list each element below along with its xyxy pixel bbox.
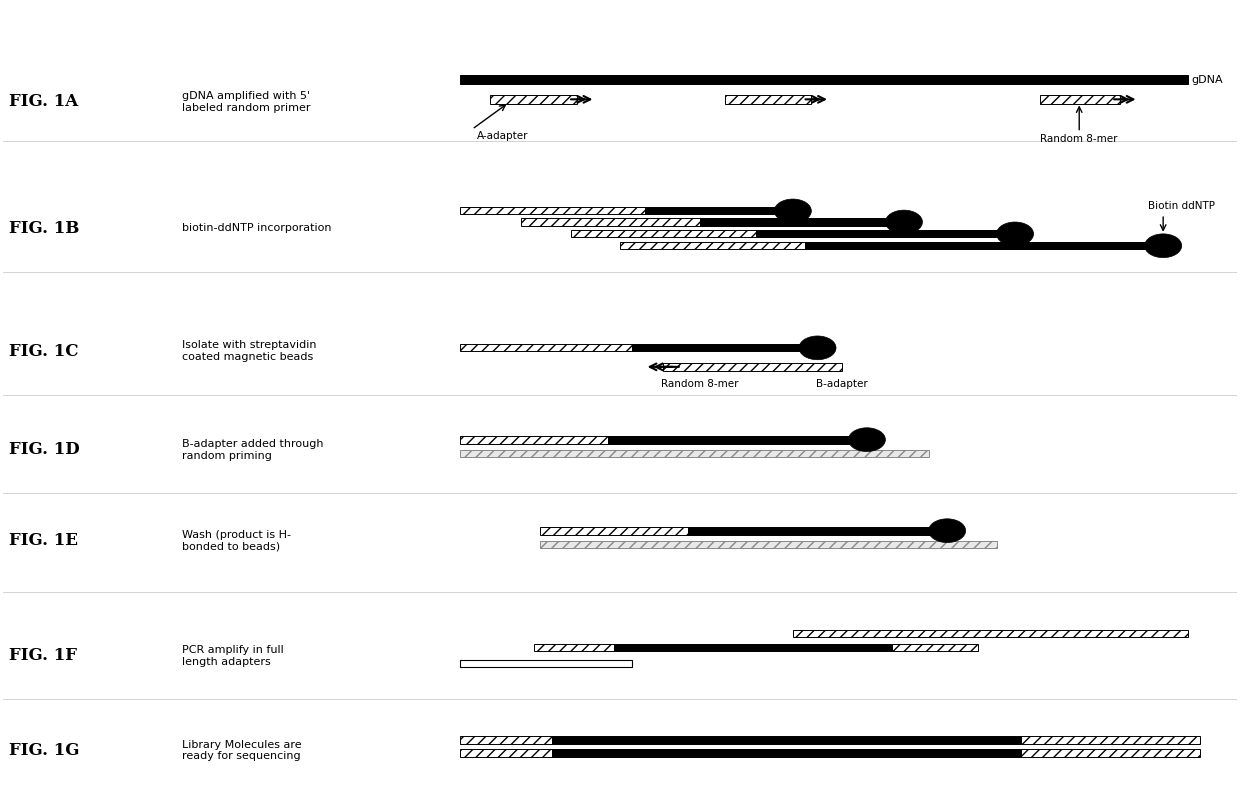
- Text: gDNA amplified with 5'
labeled random primer: gDNA amplified with 5' labeled random pr…: [182, 91, 310, 112]
- Bar: [460, 344, 632, 351]
- Bar: [805, 242, 1163, 249]
- Bar: [1022, 749, 1200, 757]
- Text: biotin-ddNTP incorporation: biotin-ddNTP incorporation: [182, 223, 331, 234]
- Circle shape: [848, 428, 885, 452]
- Text: Random 8-mer: Random 8-mer: [661, 379, 739, 389]
- Bar: [552, 736, 1022, 744]
- Bar: [490, 95, 577, 104]
- Bar: [460, 736, 552, 744]
- Bar: [570, 230, 756, 238]
- Bar: [688, 527, 947, 535]
- Bar: [756, 230, 1016, 238]
- Bar: [533, 644, 614, 651]
- Circle shape: [997, 222, 1033, 245]
- Text: B-adapter added through
random priming: B-adapter added through random priming: [182, 439, 324, 461]
- Text: FIG. 1F: FIG. 1F: [9, 647, 77, 664]
- Bar: [552, 749, 1022, 757]
- Text: gDNA: gDNA: [1192, 75, 1223, 84]
- Bar: [620, 242, 805, 249]
- Bar: [792, 630, 1188, 637]
- Bar: [460, 207, 645, 214]
- Text: Wash (product is H-
bonded to beads): Wash (product is H- bonded to beads): [182, 530, 290, 552]
- Bar: [521, 218, 701, 226]
- Bar: [663, 363, 842, 371]
- Circle shape: [929, 519, 966, 543]
- Circle shape: [774, 199, 811, 223]
- Bar: [460, 749, 552, 757]
- Circle shape: [885, 210, 923, 234]
- Bar: [460, 450, 929, 457]
- Text: FIG. 1B: FIG. 1B: [9, 220, 79, 237]
- Text: B-adapter: B-adapter: [816, 379, 868, 389]
- Text: FIG. 1C: FIG. 1C: [9, 343, 78, 359]
- Bar: [1039, 95, 1120, 104]
- Bar: [892, 644, 978, 651]
- Text: Library Molecules are
ready for sequencing: Library Molecules are ready for sequenci…: [182, 740, 301, 761]
- Bar: [614, 644, 892, 651]
- Text: FIG. 1G: FIG. 1G: [9, 742, 79, 760]
- Text: Isolate with streptavidin
coated magnetic beads: Isolate with streptavidin coated magneti…: [182, 340, 316, 362]
- Circle shape: [1145, 234, 1182, 257]
- Text: PCR amplify in full
length adapters: PCR amplify in full length adapters: [182, 645, 284, 666]
- Bar: [460, 436, 608, 444]
- Bar: [608, 436, 867, 444]
- Bar: [460, 75, 1188, 84]
- Bar: [1022, 736, 1200, 744]
- Bar: [632, 344, 817, 351]
- Text: Biotin ddNTP: Biotin ddNTP: [1148, 201, 1215, 211]
- Bar: [539, 541, 997, 548]
- Bar: [725, 95, 811, 104]
- Bar: [460, 660, 632, 667]
- Circle shape: [799, 336, 836, 359]
- Bar: [701, 218, 904, 226]
- Bar: [645, 207, 792, 214]
- Text: A-adapter: A-adapter: [477, 131, 528, 141]
- Text: FIG. 1A: FIG. 1A: [9, 93, 78, 110]
- Bar: [539, 527, 688, 535]
- Text: FIG. 1E: FIG. 1E: [9, 532, 78, 549]
- Text: FIG. 1D: FIG. 1D: [9, 442, 79, 458]
- Text: Random 8-mer: Random 8-mer: [1040, 134, 1118, 144]
